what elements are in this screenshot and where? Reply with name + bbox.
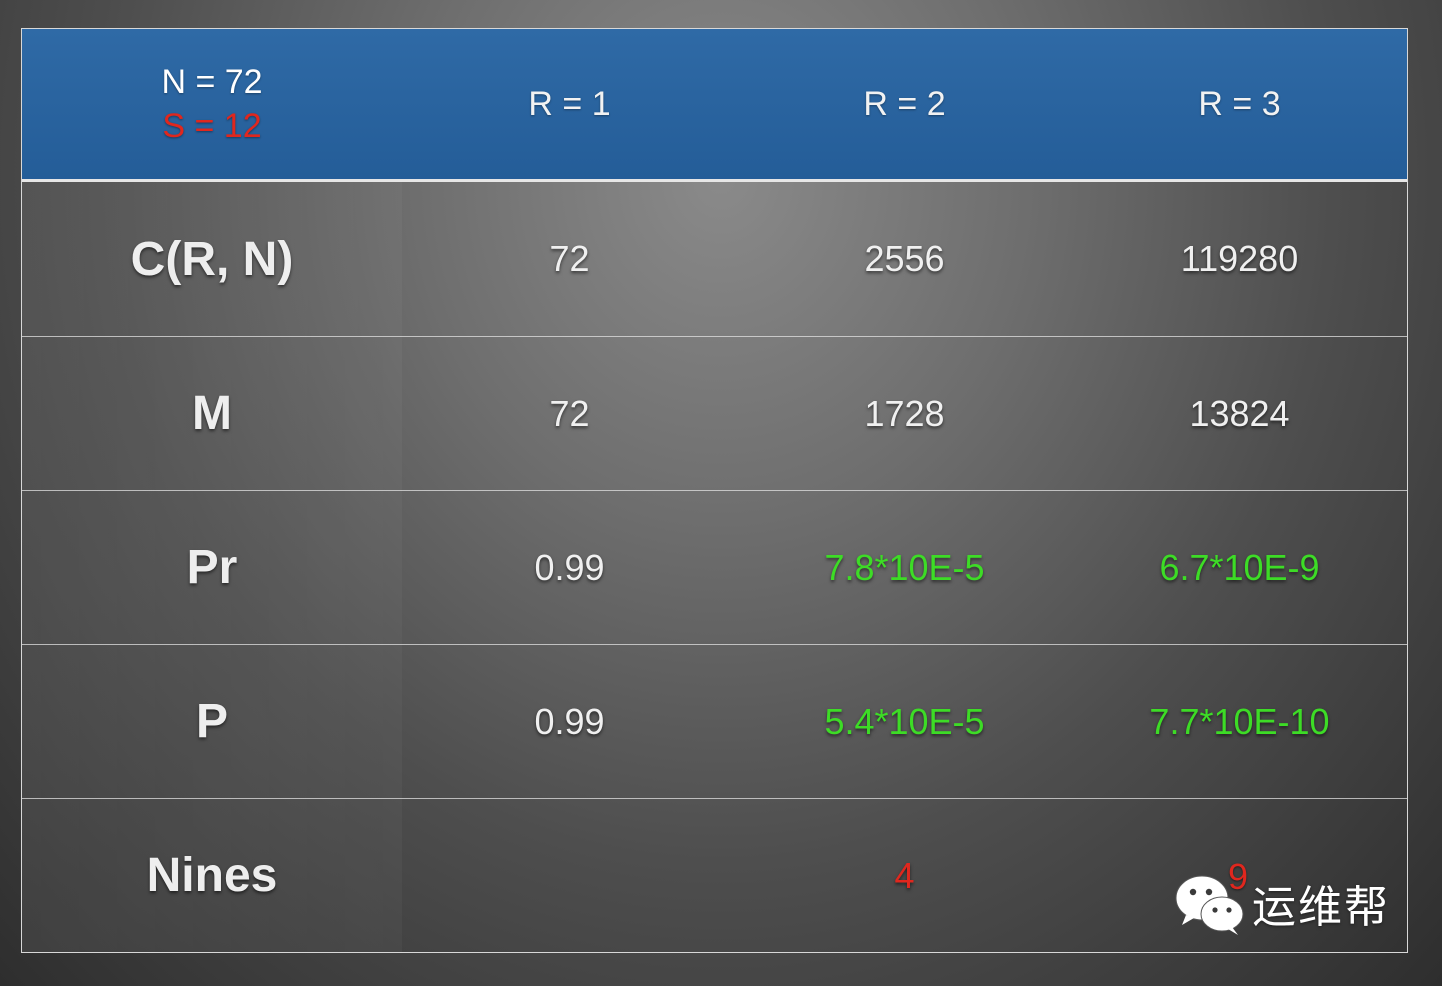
column-header-r2: R = 2 <box>737 29 1072 182</box>
column-header-r3: R = 3 <box>1072 29 1407 182</box>
cell-m-r2: 1728 <box>737 336 1072 490</box>
cell-c-r2: 2556 <box>864 238 945 279</box>
corner-s-label: S = 12 <box>162 107 262 145</box>
wechat-icon <box>1175 875 1244 935</box>
watermark-text: 运维帮 <box>1252 882 1390 933</box>
corner-n-label: N = 72 <box>161 63 263 101</box>
cell-p-r1: 0.99 <box>402 644 737 798</box>
cell-m-r3: 13824 <box>1072 336 1407 490</box>
row-label-pr: Pr <box>22 490 402 644</box>
cell-p-r3: 7.7*10E-10 <box>1072 644 1407 798</box>
watermark: 运维帮 <box>1172 860 1390 946</box>
cell-nines-r3-placeholder <box>1072 798 1407 952</box>
cell-pr-r1: 0.99 <box>402 490 737 644</box>
row-label-m: M <box>22 336 402 490</box>
cell-pr-r2: 7.8*10E-5 <box>737 490 1072 644</box>
cell-m-r1: 72 <box>402 336 737 490</box>
column-header-r1: R = 1 <box>402 29 737 182</box>
cell-c-r3: 119280 <box>1180 238 1299 279</box>
comparison-table: N = 72 S = 12 R = 1 R = 2 R = 3 C(R, N) … <box>21 28 1408 953</box>
cell-nines-r1 <box>402 798 737 952</box>
row-label-c: C(R, N) <box>22 182 402 336</box>
cell-p-r2: 5.4*10E-5 <box>737 644 1072 798</box>
cell-nines-r3: 9 <box>1228 856 1249 897</box>
header-corner-cell: N = 72 S = 12 <box>22 29 402 182</box>
row-label-nines: Nines <box>22 798 402 952</box>
row-label-p: P <box>22 644 402 798</box>
cell-c-r1: 72 <box>549 238 590 279</box>
cell-nines-r2: 4 <box>737 798 1072 952</box>
cell-pr-r3: 6.7*10E-9 <box>1072 490 1407 644</box>
